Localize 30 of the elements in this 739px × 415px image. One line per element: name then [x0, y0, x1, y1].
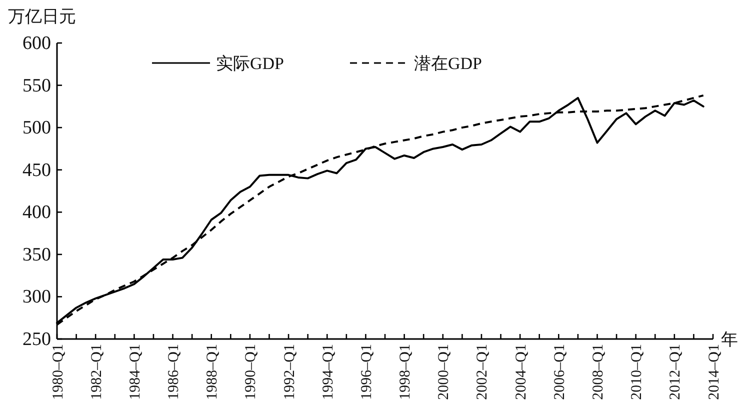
legend-label: 实际GDP: [216, 54, 284, 73]
x-tick-label: 1988–Q1: [204, 344, 221, 400]
x-tick-label: 2004–Q1: [513, 344, 530, 400]
y-tick-label: 500: [22, 118, 51, 139]
x-tick-label: 2010–Q1: [629, 344, 646, 400]
x-tick-label: 2008–Q1: [590, 344, 606, 400]
x-tick-label: 1998–Q1: [398, 344, 414, 400]
y-tick-label: 350: [22, 244, 51, 266]
x-tick-label: 1980–Q1: [50, 344, 66, 400]
y-tick-label: 550: [22, 75, 51, 96]
x-tick-label: 2006–Q1: [552, 344, 568, 400]
y-tick-label: 250: [22, 329, 51, 350]
x-tick-label: 1992–Q1: [282, 344, 298, 400]
x-tick-label: 1986–Q1: [166, 344, 182, 400]
x-tick-label: 1996–Q1: [358, 344, 375, 400]
y-tick-label: 600: [22, 33, 51, 54]
y-tick-label: 450: [22, 160, 51, 181]
x-tick-label: 2012–Q1: [668, 344, 684, 400]
x-axis-title: 年: [721, 330, 738, 349]
x-tick-label: 1990–Q1: [243, 344, 260, 400]
y-tick-label: 300: [22, 286, 51, 308]
x-tick-label: 2002–Q1: [474, 344, 491, 400]
x-tick-label: 1982–Q1: [88, 344, 105, 400]
y-axis-title: 万亿日元: [8, 7, 76, 26]
x-tick-label: 2014–Q1: [706, 344, 722, 400]
legend-label: 潜在GDP: [414, 54, 482, 73]
y-tick-label: 400: [22, 202, 51, 224]
x-tick-label: 2000–Q1: [436, 344, 452, 400]
x-tick-label: 1984–Q1: [127, 344, 144, 400]
x-tick-label: 1994–Q1: [320, 344, 336, 400]
